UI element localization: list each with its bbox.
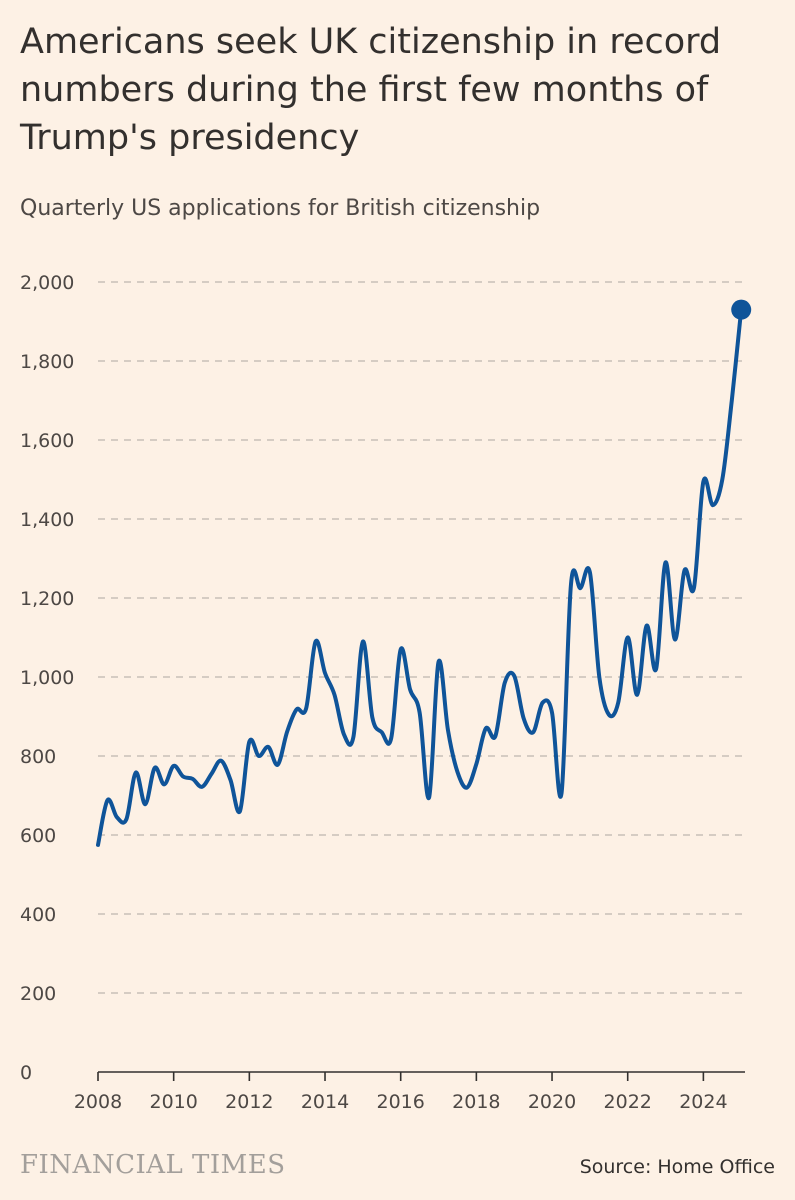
x-tick-label: 2018 xyxy=(452,1091,500,1113)
chart-subtitle: Quarterly US applications for British ci… xyxy=(20,196,541,221)
line-chart: 0 200 400 600 800 1,000 1,200 1,400 1,600 1,800 2,… xyxy=(20,272,752,1113)
x-tick-label: 2008 xyxy=(74,1091,122,1113)
y-tick-label: 600 xyxy=(20,825,56,847)
axes: 0 200 400 600 800 1,000 1,200 1,400 1,600 1,800 2,… xyxy=(20,272,745,1113)
x-tick-label: 2024 xyxy=(679,1091,727,1113)
x-tick-label: 2022 xyxy=(604,1091,652,1113)
ft-logo: FINANCIAL TIMES xyxy=(20,1150,286,1180)
series-line-us-applications xyxy=(96,307,744,847)
y-tick-label: 1,200 xyxy=(20,588,74,610)
y-tick-label: 400 xyxy=(20,904,56,926)
x-tick-label: 2012 xyxy=(225,1091,273,1113)
y-tick-label: 800 xyxy=(20,746,56,768)
y-tick-label: 1,600 xyxy=(20,430,74,452)
chart-title: Americans seek UK citizenship in record … xyxy=(20,22,722,158)
y-tick-label: 1,000 xyxy=(20,667,74,689)
x-tick-label: 2010 xyxy=(149,1091,197,1113)
y-tick-label: 2,000 xyxy=(20,272,74,294)
gridlines xyxy=(98,281,745,994)
x-tick-label: 2014 xyxy=(301,1091,349,1113)
latest-value-marker xyxy=(731,299,752,320)
y-tick-label: 0 xyxy=(20,1062,32,1084)
source-note: Source: Home Office xyxy=(579,1156,775,1178)
y-tick-label: 200 xyxy=(20,983,56,1005)
x-tick-label: 2016 xyxy=(377,1091,425,1113)
x-tick-label: 2020 xyxy=(528,1091,576,1113)
y-tick-label: 1,400 xyxy=(20,509,74,531)
series-layer xyxy=(96,299,752,847)
y-tick-label: 1,800 xyxy=(20,351,74,373)
